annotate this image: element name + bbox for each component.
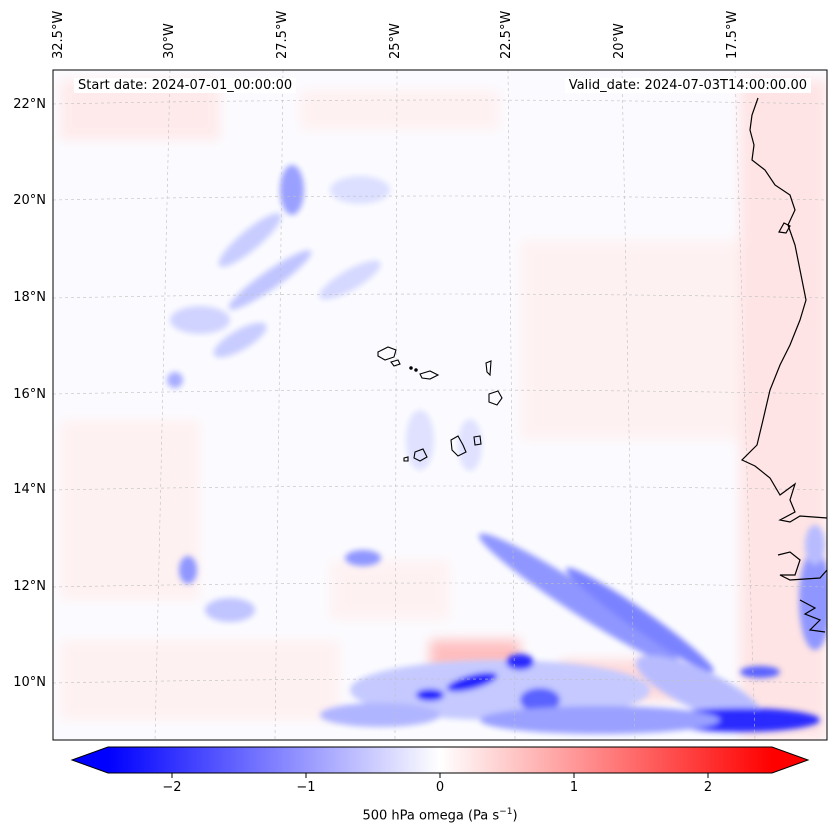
colorbar-tick-label: −2 [162,780,182,795]
cape-verde-islands [377,346,503,462]
omega-field [53,70,827,740]
colorbar-ticks [171,773,709,778]
lon-label: 30°W [162,23,177,59]
lon-label: 25°W [388,23,403,59]
colorbar-title: 500 hPa omega (Pa s−1) [362,807,518,824]
colorbar-gradient [108,747,772,773]
lon-label: 22.5°W [499,10,514,59]
lat-label: 10°N [13,675,46,690]
lat-label: 22°N [13,97,46,112]
colorbar-outline [70,746,810,774]
colorbar-tick-label: 0 [435,780,445,795]
lon-label: 32.5°W [51,10,66,59]
lat-label: 18°N [13,290,46,305]
lat-label: 16°N [13,387,46,402]
coastline [740,97,827,633]
colorbar-tick-label: 2 [703,780,713,795]
lon-label: 27.5°W [275,10,290,59]
lon-label: 20°W [612,23,627,59]
lat-label: 14°N [13,482,46,497]
lat-label: 20°N [13,193,46,208]
graticule [53,70,827,740]
colorbar-tick-label: 1 [569,780,579,795]
colorbar-max-extend [772,747,808,773]
valid-date-label: Valid_date: 2024-07-03T14:00:00.00 [564,78,811,93]
map-frame [52,69,828,741]
start-date-label: Start date: 2024-07-01_00:00:00 [74,78,297,93]
colorbar-tick-label: −1 [296,780,316,795]
lat-label: 12°N [13,579,46,594]
lon-label: 17.5°W [725,10,740,59]
colorbar [70,746,810,778]
colorbar-min-extend [72,747,108,773]
